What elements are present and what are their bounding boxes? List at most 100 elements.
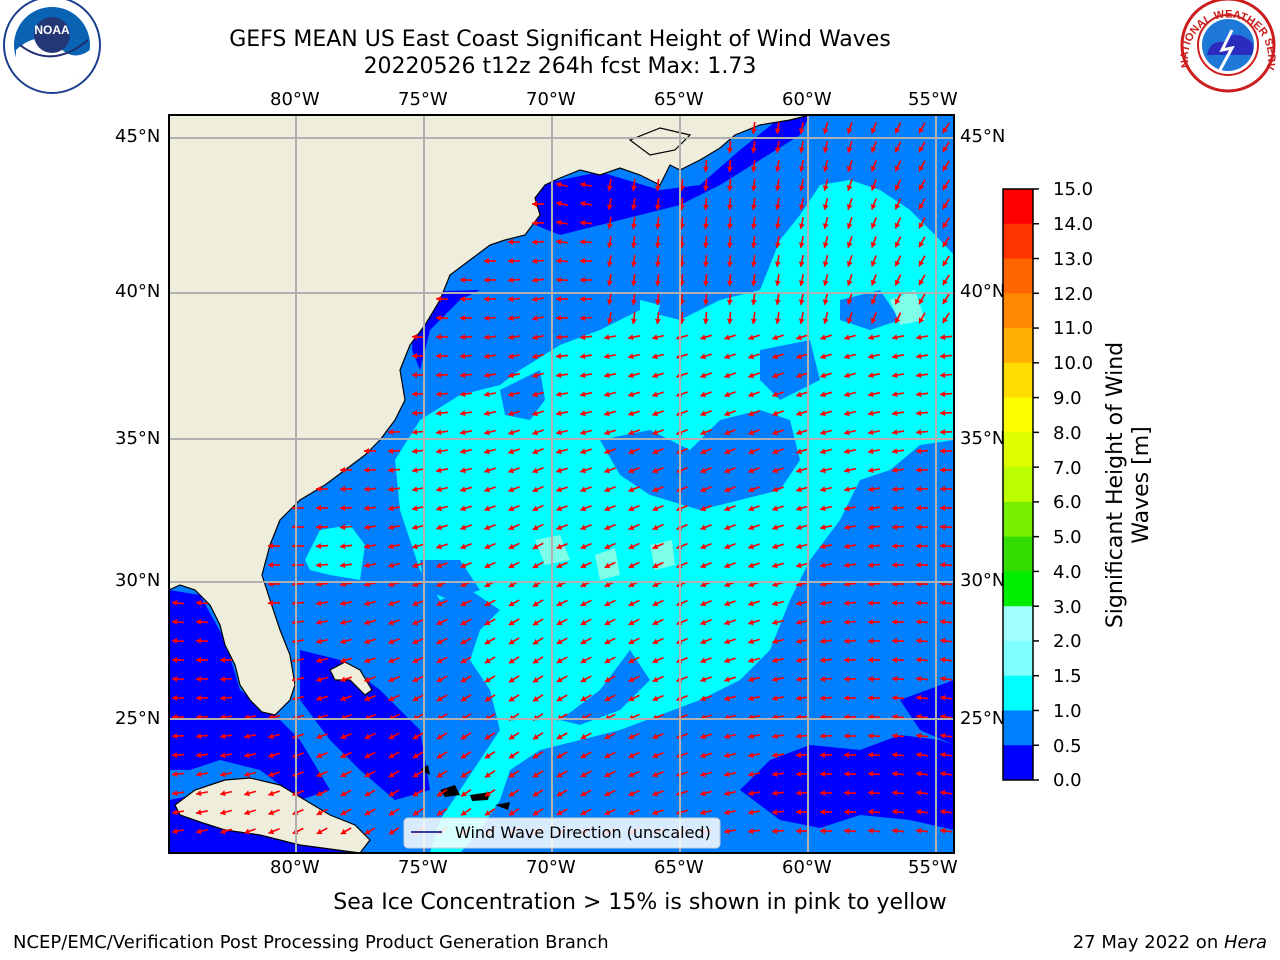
wind-wave-arrowhead <box>700 448 707 455</box>
wind-wave-arrowhead <box>436 695 443 702</box>
wind-wave-arrowhead <box>726 223 733 229</box>
wind-wave-arrowhead <box>460 562 467 569</box>
wind-wave-arrowhead <box>412 791 419 797</box>
wind-wave-arrowhead <box>460 429 466 436</box>
left-lat-label-40n: 40°N <box>115 281 161 302</box>
wind-wave-arrowhead <box>412 410 418 417</box>
wind-wave-arrowhead <box>436 524 442 531</box>
wind-wave-arrowhead <box>918 279 925 286</box>
wind-wave-arrowhead <box>868 334 874 341</box>
wind-wave-arrowhead <box>894 184 901 191</box>
left-lat-label-30n: 30°N <box>115 570 161 591</box>
wind-wave-arrowhead <box>412 353 418 359</box>
wind-wave-arrowhead <box>340 486 346 492</box>
wind-wave-arrowhead <box>533 696 539 702</box>
wind-wave-arrowhead <box>628 619 635 626</box>
wind-wave-arrowhead <box>436 353 442 359</box>
wind-wave-arrowhead <box>628 790 635 797</box>
wind-wave-arrowhead <box>460 524 467 531</box>
wind-wave-arrowhead <box>940 656 946 663</box>
wind-wave-arrowhead <box>196 733 202 740</box>
wind-wave-arrowhead <box>460 315 466 321</box>
wind-wave-arrowhead <box>942 317 948 324</box>
wind-wave-arrowhead <box>244 809 250 816</box>
wind-wave-arrowhead <box>340 733 347 740</box>
wind-wave-arrowhead <box>868 543 874 550</box>
wind-wave-arrowhead <box>436 638 443 645</box>
colorbar-segment <box>1003 293 1033 329</box>
wind-wave-arrowhead <box>868 391 874 398</box>
wind-wave-arrowhead <box>940 751 946 758</box>
wind-wave-arrowhead <box>460 676 467 683</box>
wind-wave-arrowhead <box>654 242 661 248</box>
wind-wave-arrowhead <box>556 372 562 379</box>
colorbar-tick-label: 3.0 <box>1053 597 1082 618</box>
wind-wave-arrowhead <box>508 581 515 588</box>
wind-wave-arrowhead <box>628 676 635 683</box>
wind-wave-arrowhead <box>172 771 178 778</box>
wind-wave-arrowhead <box>556 524 563 531</box>
wind-wave-arrowhead <box>652 486 659 493</box>
wind-wave-arrowhead <box>628 429 634 436</box>
wind-wave-arrowhead <box>700 771 706 778</box>
wind-wave-arrowhead <box>652 809 659 816</box>
colorbar-segment <box>1003 328 1033 364</box>
wind-wave-arrowhead <box>364 638 370 645</box>
wind-wave-arrowhead <box>726 261 733 267</box>
noaa-logo-text: NOAA <box>34 23 70 37</box>
wind-wave-arrowhead <box>580 752 587 759</box>
wind-wave-arrowhead <box>220 695 226 702</box>
wind-wave-arrowhead <box>940 353 946 360</box>
wind-wave-arrowhead <box>772 695 778 702</box>
wind-wave-arrowhead <box>724 676 730 683</box>
wind-wave-arrowhead <box>894 165 901 172</box>
wind-wave-arrowhead <box>700 429 707 436</box>
wind-wave-arrowhead <box>508 315 514 322</box>
wind-wave-arrowhead <box>654 223 661 229</box>
wind-wave-arrowhead <box>316 657 322 664</box>
wind-wave-arrowhead <box>820 334 826 341</box>
wind-wave-arrowhead <box>412 334 418 340</box>
wind-wave-arrowhead <box>822 185 829 191</box>
wind-wave-arrowhead <box>846 147 853 153</box>
wind-wave-arrowhead <box>916 562 922 568</box>
wind-wave-arrowhead <box>796 638 802 645</box>
wind-wave-arrowhead <box>580 771 587 778</box>
wind-wave-arrowhead <box>892 770 898 777</box>
wind-wave-arrowhead <box>580 353 586 360</box>
wind-wave-arrowhead <box>796 505 802 512</box>
wind-wave-arrowhead <box>916 808 922 815</box>
wind-wave-arrowhead <box>580 410 586 417</box>
wind-wave-arrowhead <box>580 467 586 474</box>
wind-wave-arrowhead <box>918 165 925 172</box>
colorbar-segment <box>1003 571 1033 607</box>
wind-wave-arrowhead <box>436 562 443 569</box>
wind-wave-arrowhead <box>748 562 754 569</box>
wind-wave-arrowhead <box>772 809 778 816</box>
wind-wave-arrowhead <box>820 600 826 607</box>
wind-wave-arrowhead <box>556 353 562 360</box>
wind-wave-arrowhead <box>748 410 755 417</box>
wind-wave-arrowhead <box>532 543 539 550</box>
wind-wave-arrowhead <box>244 752 250 759</box>
wind-wave-arrowhead <box>196 790 202 797</box>
wind-wave-arrowhead <box>556 410 562 417</box>
wind-wave-arrowhead <box>774 299 781 305</box>
wind-wave-arrowhead <box>798 299 805 305</box>
wind-wave-arrowhead <box>894 317 901 324</box>
wind-wave-arrowhead <box>509 696 515 702</box>
wind-wave-arrowhead <box>750 185 757 191</box>
wind-wave-arrowhead <box>532 524 539 531</box>
wind-wave-arrowhead <box>172 637 178 644</box>
wind-wave-arrowhead <box>460 353 466 360</box>
wind-wave-arrowhead <box>940 372 946 379</box>
wind-wave-arrowhead <box>870 298 877 305</box>
wind-wave-arrowhead <box>846 299 853 305</box>
wind-wave-arrowhead <box>654 318 661 324</box>
wind-wave-arrowhead <box>700 619 707 626</box>
wind-wave-arrowhead <box>892 429 898 436</box>
wind-wave-arrowhead <box>868 638 873 644</box>
wind-wave-arrowhead <box>630 280 637 286</box>
wind-wave-arrowhead <box>172 695 177 701</box>
